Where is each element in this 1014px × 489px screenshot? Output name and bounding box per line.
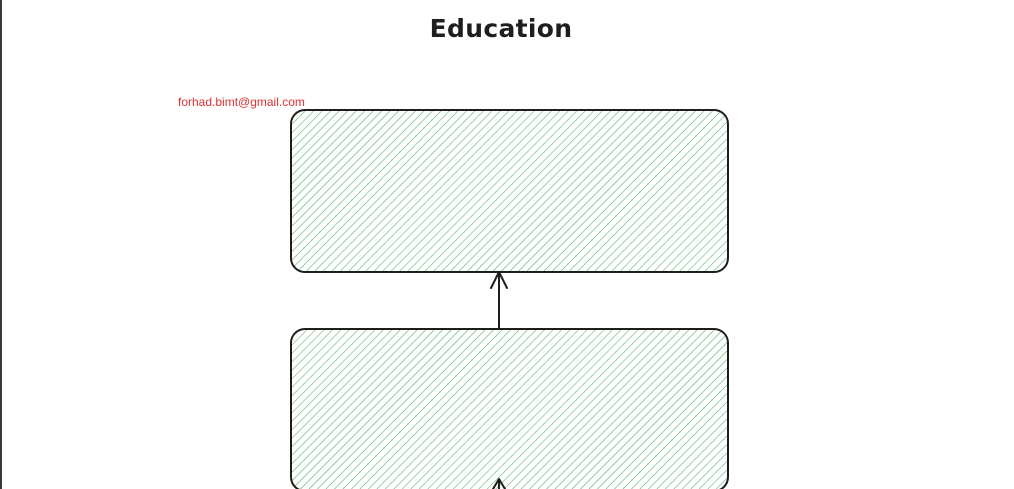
box-top[interactable] <box>290 109 729 273</box>
box-bottom[interactable] <box>290 328 729 489</box>
arrow-up-connector-lower[interactable] <box>492 478 506 489</box>
arrow-up-connector[interactable] <box>490 271 508 329</box>
diagram-title[interactable]: Education <box>429 14 573 43</box>
canvas-left-border <box>0 0 2 489</box>
email-text[interactable]: forhad.bimt@gmail.com <box>178 95 305 109</box>
